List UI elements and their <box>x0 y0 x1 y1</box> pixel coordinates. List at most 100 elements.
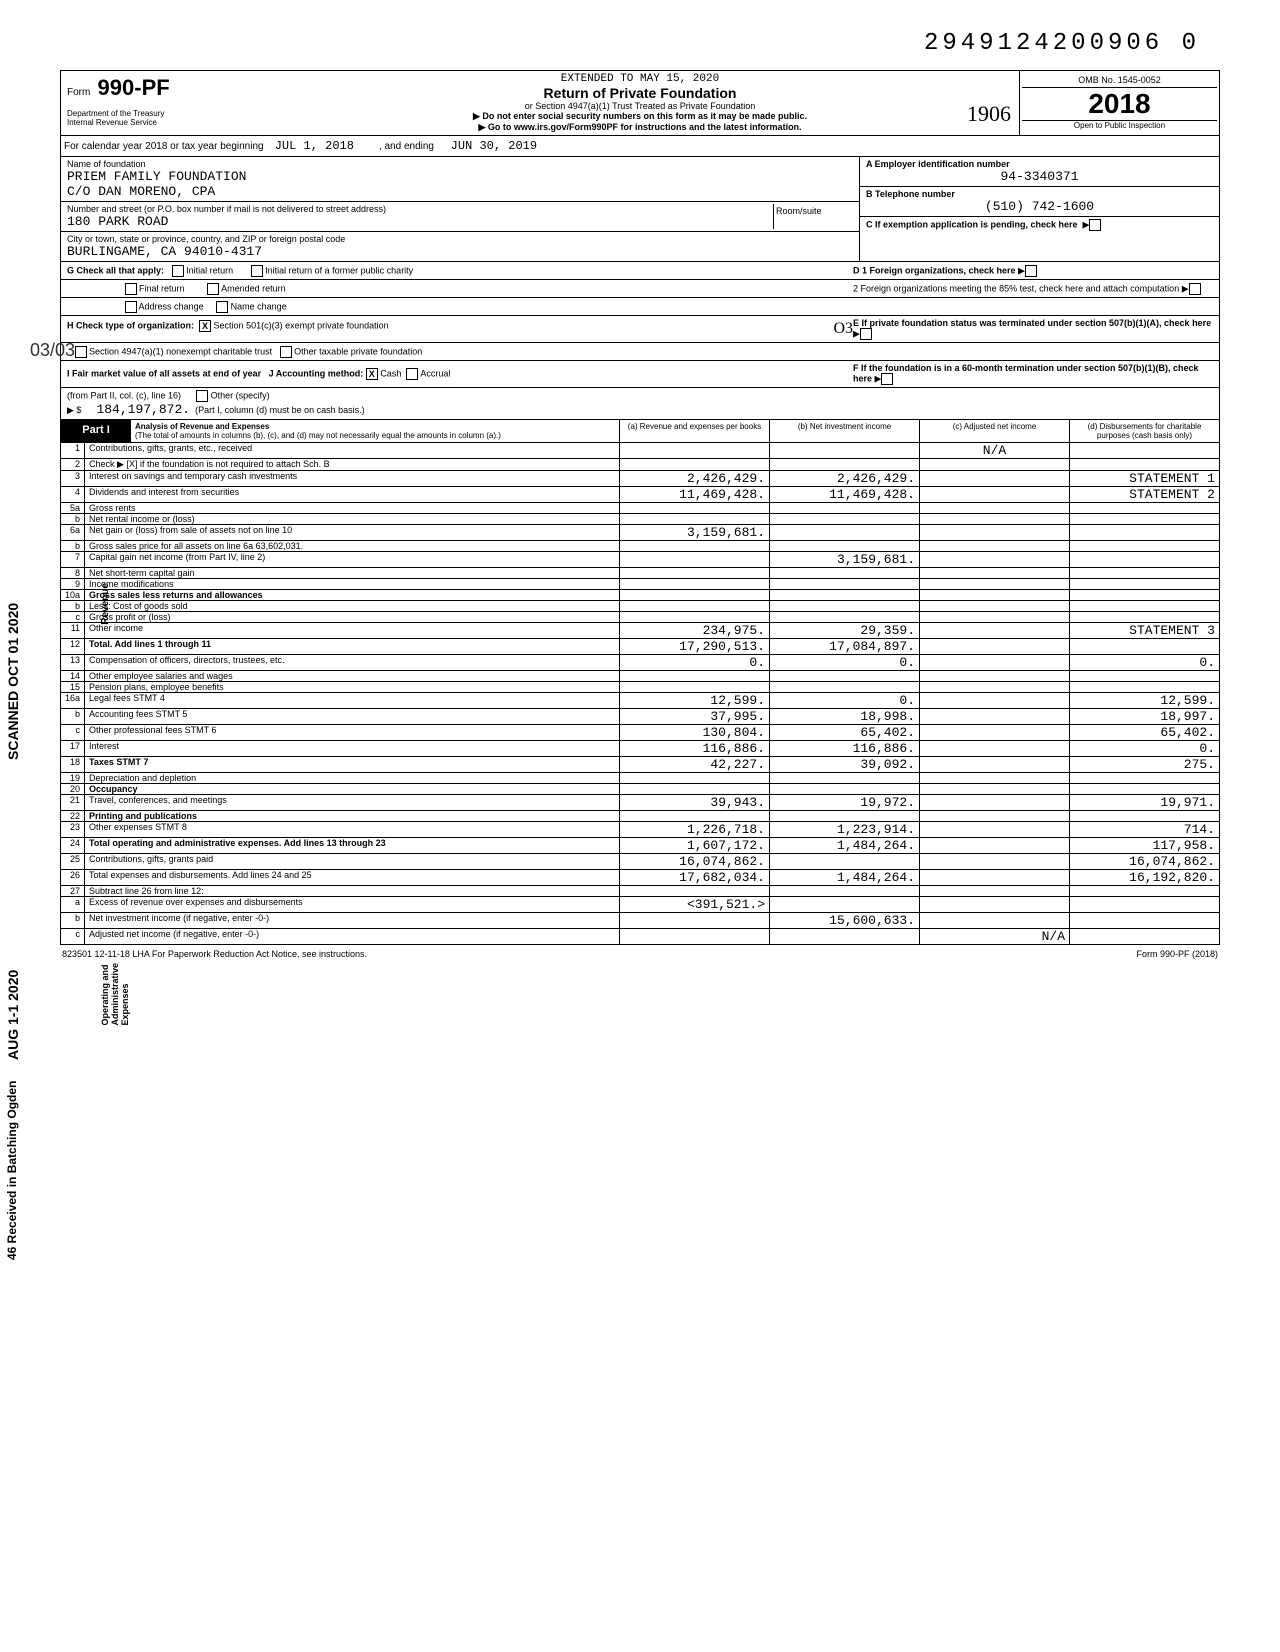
row-number: 2 <box>61 459 85 471</box>
table-row: bAccounting fees STMT 537,995.18,998.18,… <box>61 709 1220 725</box>
row-number: 8 <box>61 568 85 579</box>
chk-501c3[interactable]: X <box>199 320 211 332</box>
chk-accrual[interactable] <box>406 368 418 380</box>
calendar-year-row: For calendar year 2018 or tax year begin… <box>61 135 1219 156</box>
row-desc: Capital gain net income (from Part IV, l… <box>85 552 620 568</box>
final-label: Final return <box>139 283 185 293</box>
chk-other-tax[interactable] <box>280 346 292 358</box>
row-number: 1 <box>61 443 85 459</box>
col-c-value <box>920 623 1070 639</box>
tax-year: 2018 <box>1022 88 1217 120</box>
chk-f[interactable] <box>881 373 893 385</box>
chk-address[interactable] <box>125 301 137 313</box>
ein: 94-3340371 <box>866 169 1213 184</box>
row-desc: Occupancy <box>85 784 620 795</box>
row-number: 7 <box>61 552 85 568</box>
col-b-value <box>770 579 920 590</box>
row-desc: Other employee salaries and wages <box>85 671 620 682</box>
chk-e[interactable] <box>860 328 872 340</box>
col-b-value: 116,886. <box>770 741 920 757</box>
chk-4947[interactable] <box>75 346 87 358</box>
col-d-value: 65,402. <box>1070 725 1220 741</box>
chk-other-spec[interactable] <box>196 390 208 402</box>
col-b-value: 39,092. <box>770 757 920 773</box>
h-other-label: Other taxable private foundation <box>294 346 422 356</box>
col-b-value <box>770 503 920 514</box>
col-b-value <box>770 590 920 601</box>
col-b-value <box>770 612 920 623</box>
chk-d2[interactable] <box>1189 283 1201 295</box>
col-b-value: 65,402. <box>770 725 920 741</box>
row-number: 21 <box>61 795 85 811</box>
col-a-value: 17,290,513. <box>620 639 770 655</box>
row-number: b <box>61 601 85 612</box>
table-row: 21Travel, conferences, and meetings39,94… <box>61 795 1220 811</box>
cash-label: Cash <box>380 368 401 378</box>
col-a-value <box>620 773 770 784</box>
col-a-value <box>620 579 770 590</box>
irs-label: Internal Revenue Service <box>67 118 315 127</box>
footer-lha: 823501 12-11-18 LHA For Paperwork Reduct… <box>62 949 973 959</box>
col-c-value <box>920 514 1070 525</box>
row-desc: Accounting fees STMT 5 <box>85 709 620 725</box>
col-c-value <box>920 601 1070 612</box>
row-desc: Travel, conferences, and meetings <box>85 795 620 811</box>
row-number: a <box>61 897 85 913</box>
chk-cash[interactable]: X <box>366 368 378 380</box>
col-a-value: 130,804. <box>620 725 770 741</box>
row-number: c <box>61 929 85 945</box>
col-a-value <box>620 886 770 897</box>
row-desc: Contributions, gifts, grants, etc., rece… <box>85 443 620 459</box>
part1-title: Analysis of Revenue and Expenses (The to… <box>131 420 619 442</box>
col-b-value <box>770 886 920 897</box>
name-label: Name of foundation <box>67 159 853 169</box>
col-a-value <box>620 929 770 945</box>
ending-label: , and ending <box>379 141 434 152</box>
row-number: b <box>61 709 85 725</box>
part1-label: Part I <box>61 420 131 442</box>
col-d-value: STATEMENT 3 <box>1070 623 1220 639</box>
col-c-value <box>920 552 1070 568</box>
row-desc: Adjusted net income (if negative, enter … <box>85 929 620 945</box>
chk-final[interactable] <box>125 283 137 295</box>
row-number: 24 <box>61 838 85 854</box>
dept-treasury: Department of the Treasury <box>67 109 315 118</box>
col-a-value <box>620 514 770 525</box>
col-c-value <box>920 709 1070 725</box>
table-row: 22Printing and publications <box>61 811 1220 822</box>
row-number: 3 <box>61 471 85 487</box>
chk-name-change[interactable] <box>216 301 228 313</box>
col-c-value <box>920 886 1070 897</box>
table-row: 17Interest116,886.116,886.0. <box>61 741 1220 757</box>
chk-initial[interactable] <box>172 265 184 277</box>
row-number: 13 <box>61 655 85 671</box>
table-row: 20Occupancy <box>61 784 1220 795</box>
phone: (510) 742-1600 <box>866 199 1213 214</box>
foundation-city: BURLINGAME, CA 94010-4317 <box>67 244 853 259</box>
table-row: 19Depreciation and depletion <box>61 773 1220 784</box>
col-d-value <box>1070 459 1220 471</box>
row-desc: Pension plans, employee benefits <box>85 682 620 693</box>
col-b-value <box>770 514 920 525</box>
col-d-value <box>1070 929 1220 945</box>
chk-amended[interactable] <box>207 283 219 295</box>
chk-initial-former[interactable] <box>251 265 263 277</box>
col-d-value <box>1070 612 1220 623</box>
row-desc: Subtract line 26 from line 12: <box>85 886 620 897</box>
table-row: cAdjusted net income (if negative, enter… <box>61 929 1220 945</box>
check-section: G Check all that apply: Initial return I… <box>60 262 1220 420</box>
col-c-value <box>920 784 1070 795</box>
row-number: 15 <box>61 682 85 693</box>
form-prefix: Form <box>67 87 90 98</box>
col-c-value <box>920 590 1070 601</box>
col-b-value: 1,484,264. <box>770 870 920 886</box>
chk-d1[interactable] <box>1025 265 1037 277</box>
row-desc: Excess of revenue over expenses and disb… <box>85 897 620 913</box>
col-c-value <box>920 773 1070 784</box>
pending-checkbox[interactable] <box>1089 219 1101 231</box>
row-desc: Interest <box>85 741 620 757</box>
col-a-value <box>620 568 770 579</box>
col-b-value <box>770 443 920 459</box>
col-a-value <box>620 601 770 612</box>
table-row: bNet rental income or (loss) <box>61 514 1220 525</box>
